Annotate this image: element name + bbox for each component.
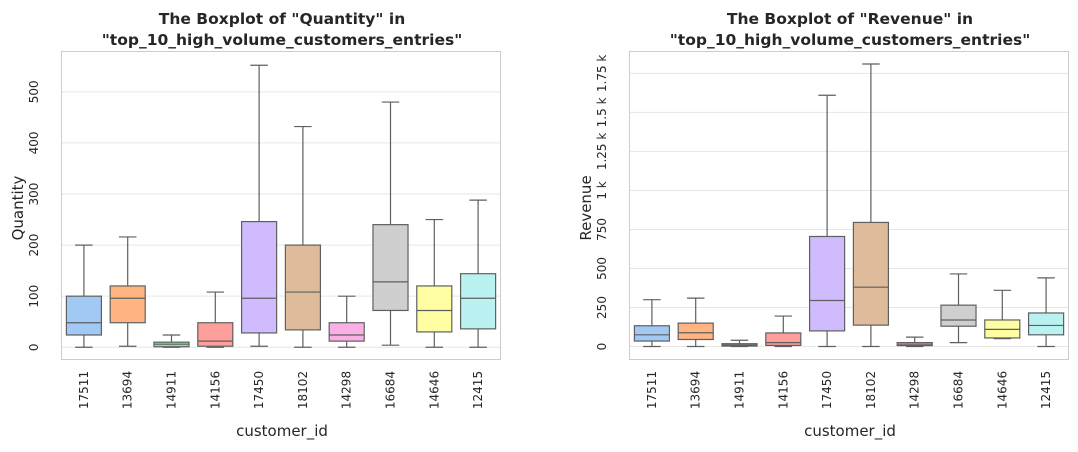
- revenue-box-12415: [1027, 312, 1065, 336]
- revenue-box-17511: [633, 325, 671, 342]
- quantity-box-14298: [328, 322, 365, 342]
- revenue-x-tick-label-14911: 14911: [733, 371, 747, 409]
- quantity-box-17450: [240, 220, 278, 334]
- revenue-plot-frame: [629, 51, 1069, 360]
- revenue-box-14156: [765, 332, 802, 347]
- quantity-x-tick-label-14156: 14156: [208, 371, 222, 409]
- quantity-chart-title-line-2: "top_10_high_volume_customers_entries": [102, 31, 463, 49]
- revenue-box-13694: [677, 322, 714, 341]
- revenue-y-tick-label-7: 1.75 k: [595, 55, 609, 93]
- quantity-x-tick-labels: 17511 13694 14911 14156 17450 18102 14298 16684…: [77, 371, 485, 409]
- quantity-x-tick-label-16684: 16684: [384, 371, 398, 409]
- quantity-boxes: [65, 64, 497, 348]
- revenue-chart-title-line-1: The Boxplot of "Revenue" in: [727, 10, 973, 28]
- revenue-x-tick-label-12415: 12415: [1039, 371, 1053, 409]
- quantity-plot-frame: [61, 51, 501, 360]
- revenue-y-tick-label-0: 0: [595, 343, 609, 351]
- quantity-x-tick-label-14911: 14911: [165, 371, 179, 409]
- revenue-y-tick-label-4: 1 k: [595, 181, 609, 199]
- quantity-box-16684: [372, 224, 409, 312]
- quantity-box-13694: [109, 285, 146, 324]
- revenue-chart-panel: The Boxplot of "Revenue" in "top_10_high…: [577, 10, 1069, 441]
- quantity-y-axis-label: Quantity: [9, 175, 27, 240]
- revenue-box-16684: [940, 304, 977, 327]
- quantity-box-14646: [416, 285, 453, 333]
- quantity-y-tick-label-4: 400: [27, 131, 41, 154]
- revenue-x-tick-label-18102: 18102: [864, 371, 878, 409]
- quantity-x-tick-label-18102: 18102: [296, 371, 310, 409]
- revenue-x-tick-label-17450: 17450: [820, 371, 834, 409]
- quantity-y-tick-label-2: 200: [27, 234, 41, 257]
- quantity-box-18102: [284, 244, 322, 331]
- quantity-x-axis-label: customer_id: [236, 422, 328, 441]
- revenue-x-tick-label-17511: 17511: [645, 371, 659, 409]
- revenue-y-tick-label-6: 1.5 k: [595, 97, 609, 127]
- revenue-box-18102: [852, 221, 890, 326]
- revenue-box-17450: [808, 235, 846, 332]
- revenue-y-tick-label-2: 500: [595, 257, 609, 280]
- quantity-y-tick-label-1: 100: [27, 285, 41, 308]
- revenue-y-tick-labels: 0 250 500 750 1 k 1.25 k 1.5 k 1.75 k: [595, 55, 609, 351]
- revenue-x-tick-label-13694: 13694: [689, 371, 703, 409]
- quantity-box-17511: [65, 295, 103, 336]
- revenue-x-tick-label-14646: 14646: [995, 371, 1009, 409]
- revenue-x-tick-labels: 17511 13694 14911 14156 17450 18102 14298 16684…: [645, 371, 1053, 409]
- quantity-y-tick-label-5: 500: [27, 80, 41, 103]
- quantity-y-tick-label-3: 300: [27, 183, 41, 206]
- revenue-x-axis-label: customer_id: [804, 422, 896, 441]
- quantity-box-14156: [197, 322, 234, 347]
- quantity-x-tick-label-14298: 14298: [340, 371, 354, 409]
- revenue-gridlines: [630, 72, 1068, 348]
- quantity-x-tick-label-17511: 17511: [77, 371, 91, 409]
- revenue-x-tick-label-14156: 14156: [776, 371, 790, 409]
- revenue-chart-title-line-2: "top_10_high_volume_customers_entries": [670, 31, 1031, 49]
- quantity-x-tick-label-13694: 13694: [121, 371, 135, 409]
- quantity-x-tick-label-17450: 17450: [252, 371, 266, 409]
- quantity-box-12415: [459, 273, 497, 330]
- revenue-x-tick-label-14298: 14298: [908, 371, 922, 409]
- quantity-x-tick-label-12415: 12415: [471, 371, 485, 409]
- revenue-y-tick-label-3: 750: [595, 218, 609, 241]
- revenue-y-tick-label-5: 1.25 k: [595, 133, 609, 171]
- quantity-chart-title-line-1: The Boxplot of "Quantity" in: [159, 10, 405, 28]
- revenue-x-tick-label-16684: 16684: [952, 371, 966, 409]
- quantity-chart-panel: The Boxplot of "Quantity" in "top_10_hig…: [9, 10, 501, 441]
- quantity-y-tick-labels: 0 100 200 300 400 500: [27, 80, 41, 351]
- quantity-x-tick-label-14646: 14646: [427, 371, 441, 409]
- quantity-y-tick-label-0: 0: [27, 343, 41, 351]
- revenue-y-axis-label: Revenue: [577, 175, 595, 240]
- revenue-y-tick-label-1: 250: [595, 296, 609, 319]
- revenue-boxes: [633, 63, 1065, 348]
